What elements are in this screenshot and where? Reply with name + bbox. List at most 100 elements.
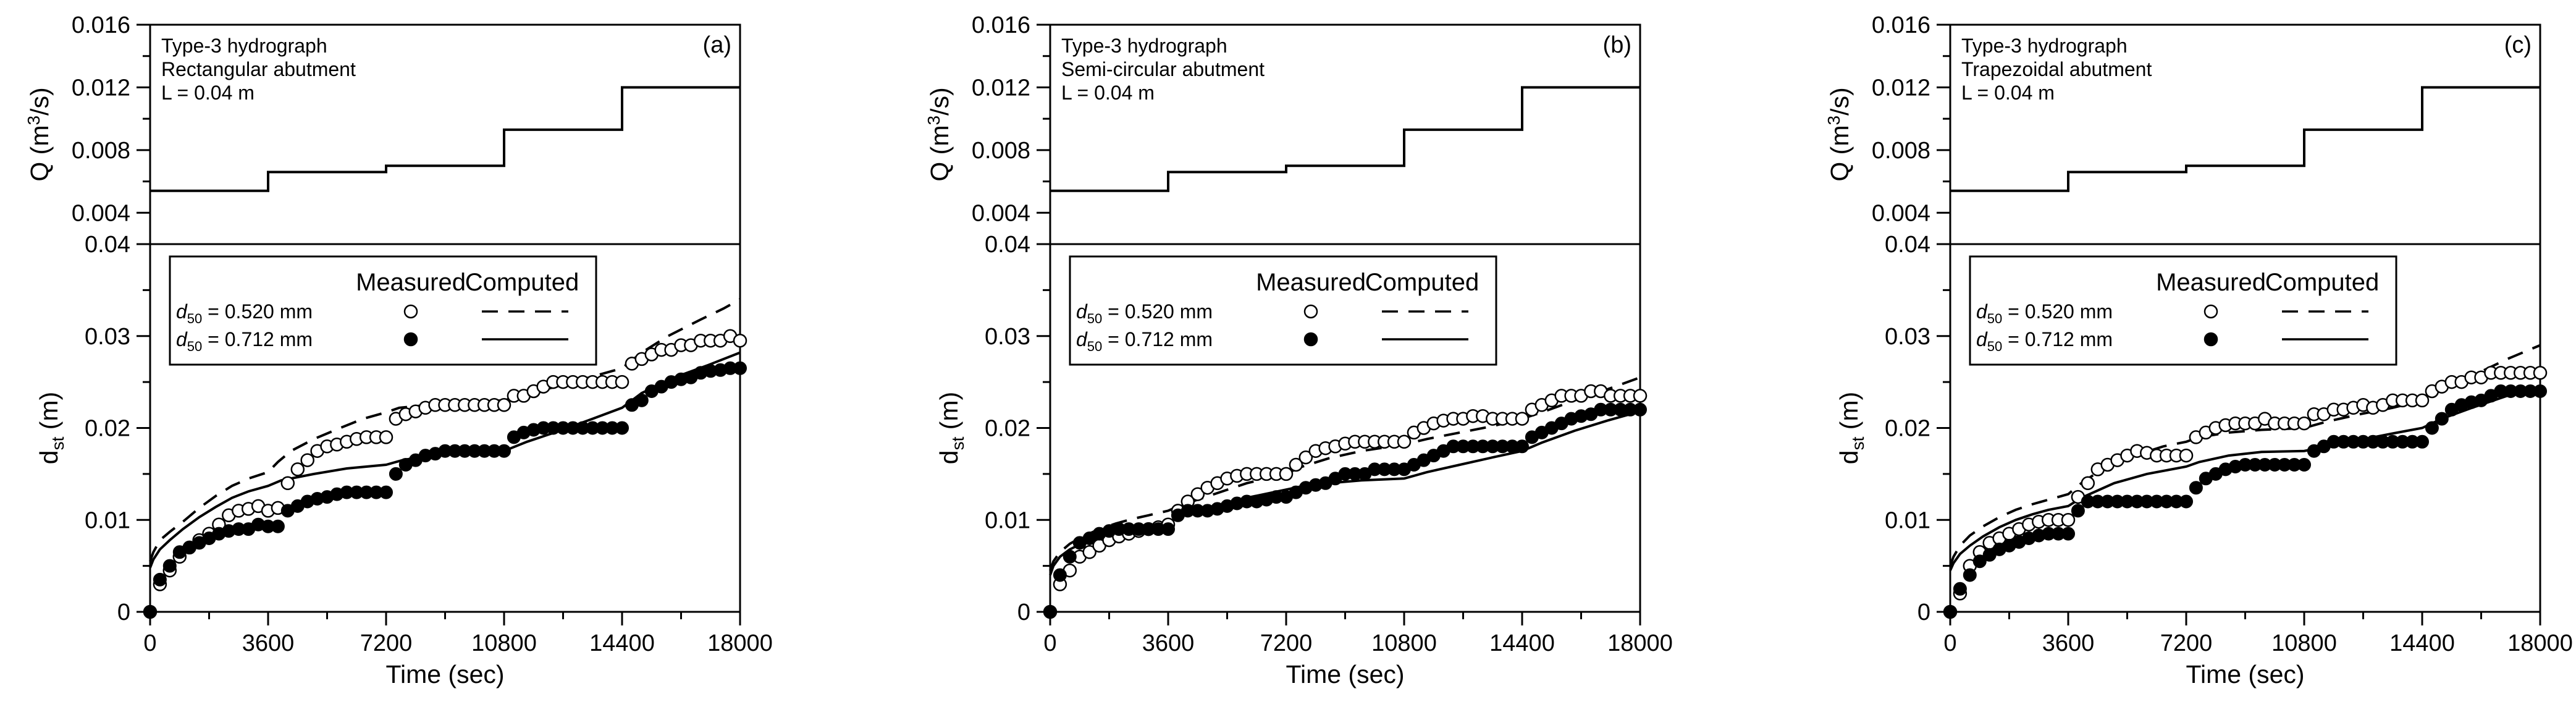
q-axis-title: Q (m3/s) xyxy=(1824,87,1854,181)
d-tick-label: 0.04 xyxy=(85,232,130,258)
measured-d050-520-point xyxy=(1082,545,1096,559)
panel-label: (c) xyxy=(2504,32,2532,58)
measured-d050-712-point xyxy=(2415,434,2429,449)
measured-d050-712-point xyxy=(2425,421,2439,435)
measured-d050-712-point xyxy=(2071,504,2085,518)
measured-d050-712-point xyxy=(271,519,285,533)
d-tick-label: 0.01 xyxy=(1885,507,1930,533)
d-tick-label: 0.02 xyxy=(1885,416,1930,442)
panel-label: (b) xyxy=(1603,32,1631,58)
measured-d050-712-point xyxy=(1963,568,1977,582)
x-tick-label: 0 xyxy=(1043,630,1056,656)
x-tick-label: 7200 xyxy=(2160,630,2213,656)
measured-d050-712-point xyxy=(389,467,403,481)
computed-d050-712-line xyxy=(1049,410,1641,576)
measured-d050-520-point xyxy=(1190,487,1205,501)
measured-d050-712-point xyxy=(153,572,167,587)
hydrograph-line xyxy=(1050,86,1640,192)
panel-label: (a) xyxy=(703,32,731,58)
legend-measured-header: Measured xyxy=(356,269,466,296)
measured-d050-712-point xyxy=(733,361,747,375)
x-tick-label: 3600 xyxy=(2042,630,2095,656)
legend-filled-circle xyxy=(403,332,418,347)
legend-filled-circle xyxy=(1303,332,1318,347)
measured-d050-520-point xyxy=(1289,457,1303,472)
d-tick-label: 0 xyxy=(117,599,130,625)
measured-d050-712-point xyxy=(497,444,511,458)
measured-d050-712-point xyxy=(2179,494,2193,509)
legend-row-label: d50 = 0.520 mm xyxy=(1976,300,2113,326)
x-axis-title: Time (sec) xyxy=(385,660,504,688)
q-tick-label: 0.008 xyxy=(1872,138,1930,164)
measured-d050-712-point xyxy=(1053,568,1067,582)
measured-d050-520-point xyxy=(1397,434,1412,449)
info-length: L = 0.04 m xyxy=(1061,82,1155,104)
q-tick-label: 0.012 xyxy=(72,75,130,101)
x-tick-label: 7200 xyxy=(1260,630,1313,656)
x-tick-label: 3600 xyxy=(1142,630,1195,656)
legend-open-circle xyxy=(1303,304,1318,319)
info-length: L = 0.04 m xyxy=(161,82,255,104)
x-tick-label: 7200 xyxy=(360,630,413,656)
q-tick-label: 0.008 xyxy=(972,138,1030,164)
x-tick-label: 18000 xyxy=(1607,630,1673,656)
q-tick-label: 0.012 xyxy=(972,75,1030,101)
info-abutment-type: Rectangular abutment xyxy=(161,58,356,80)
d-tick-label: 0.02 xyxy=(985,416,1030,442)
measured-d050-712-point xyxy=(2189,481,2203,495)
measured-d050-520-point xyxy=(300,453,314,467)
measured-d050-712-point xyxy=(379,485,393,499)
info-abutment-type: Semi-circular abutment xyxy=(1061,58,1265,80)
measured-d050-520-point xyxy=(1633,389,1648,403)
d-tick-label: 0.04 xyxy=(1885,232,1930,258)
q-tick-label: 0.012 xyxy=(1872,75,1930,101)
d-tick-label: 0.01 xyxy=(85,507,130,533)
legend-computed-header: Computed xyxy=(465,269,579,296)
q-tick-label: 0.016 xyxy=(972,12,1030,38)
d-tick-label: 0.01 xyxy=(985,507,1030,533)
legend-measured-header: Measured xyxy=(2156,269,2266,296)
measured-d050-520-point xyxy=(2179,448,2194,463)
d-tick-label: 0.03 xyxy=(1885,324,1930,350)
measured-d050-712-point xyxy=(2533,384,2547,398)
measured-d050-520-point xyxy=(615,375,629,389)
panel-b: 0.004 0.008 0.012 0.016 0 0.01 0.02 0.03 0.04 0 36… xyxy=(924,12,1673,688)
measured-d050-520-point xyxy=(2415,393,2430,408)
measured-d050-520-point xyxy=(290,462,305,476)
x-tick-label: 18000 xyxy=(2507,630,2573,656)
q-tick-label: 0.008 xyxy=(72,138,130,164)
x-tick-label: 14400 xyxy=(1489,630,1555,656)
info-hydrograph-type: Type-3 hydrograph xyxy=(1961,35,2128,57)
legend-box xyxy=(169,255,597,366)
x-tick-label: 18000 xyxy=(707,630,773,656)
legend-computed-header: Computed xyxy=(2265,269,2380,296)
measured-d050-520-point xyxy=(379,430,394,444)
x-tick-label: 3600 xyxy=(242,630,295,656)
legend-row-label: d50 = 0.712 mm xyxy=(176,328,313,354)
legend-row-label: d50 = 0.520 mm xyxy=(1076,300,1213,326)
measured-d050-520-point xyxy=(497,398,511,412)
measured-d050-520-point xyxy=(280,476,295,491)
x-axis-title: Time (sec) xyxy=(2186,660,2304,688)
measured-d050-712-point xyxy=(1515,439,1529,454)
d-tick-label: 0.04 xyxy=(985,232,1030,258)
measured-d050-712-point xyxy=(1953,582,1967,596)
d-tick-label: 0 xyxy=(1917,599,1930,625)
measured-d050-712-point xyxy=(1633,402,1647,417)
d-tick-label: 0.03 xyxy=(985,324,1030,350)
legend-row-label: d50 = 0.712 mm xyxy=(1976,328,2113,354)
measured-d050-520-point xyxy=(1299,450,1313,465)
d-tick-label: 0.02 xyxy=(85,416,130,442)
x-tick-label: 10800 xyxy=(1371,630,1437,656)
d-tick-label: 0 xyxy=(1017,599,1030,625)
q-axis-title: Q (m3/s) xyxy=(924,87,954,181)
measured-d050-520-point xyxy=(2297,416,2312,431)
legend-row-label: d50 = 0.712 mm xyxy=(1076,328,1213,354)
legend-filled-circle xyxy=(2203,332,2218,347)
measured-d050-712-point xyxy=(2435,412,2449,426)
panel-a: 0.004 0.008 0.012 0.016 0 0.01 0.02 0.03 0.04 0 36… xyxy=(24,12,773,688)
hydrograph-line xyxy=(150,86,740,192)
